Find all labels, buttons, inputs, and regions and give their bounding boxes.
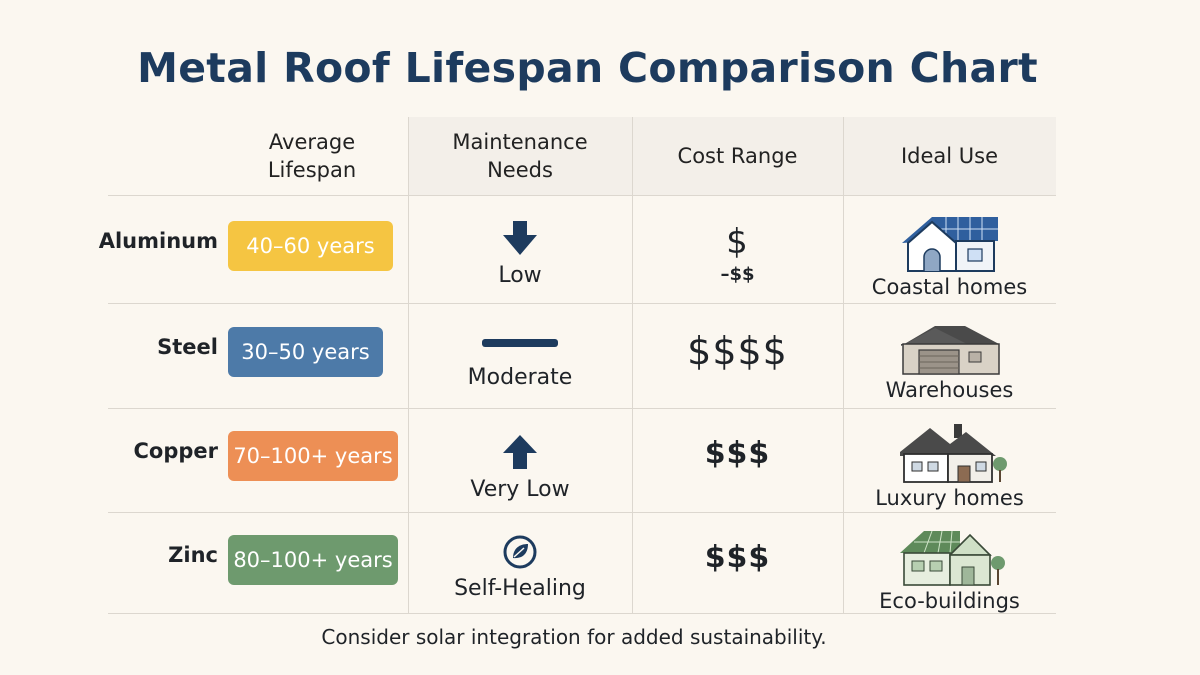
maintenance-label: Low <box>498 262 542 288</box>
lifespan-badge: 30–50 years <box>228 327 383 377</box>
cost-cell: $$$$ <box>632 311 843 391</box>
maintenance-cell: Self-Healing <box>408 527 632 607</box>
table-row-aluminum: Aluminum 40–60 years Low $ –$$ <box>99 199 1056 303</box>
arrow-down-icon <box>501 219 539 257</box>
maintenance-cell: Moderate <box>408 319 632 399</box>
header-maintenance-needs: Maintenance Needs <box>452 130 588 182</box>
ideal-use-cell: Coastal homes <box>843 211 1056 301</box>
lifespan-badge: 80–100+ years <box>228 535 398 585</box>
maintenance-label: Self-Healing <box>454 575 586 601</box>
ideal-use-label: Luxury homes <box>875 486 1024 510</box>
maintenance-cell: Low <box>408 213 632 293</box>
row-divider <box>108 613 1056 614</box>
leaf-circle-icon <box>502 534 538 570</box>
ideal-use-cell: Luxury homes <box>843 421 1056 511</box>
row-divider <box>108 303 1056 304</box>
maintenance-label: Very Low <box>470 476 570 502</box>
header-cost-range: Cost Range <box>677 144 798 168</box>
row-divider <box>108 408 1056 409</box>
ideal-use-label: Eco-buildings <box>879 589 1020 613</box>
dash-icon <box>480 329 560 359</box>
arrow-up-icon <box>501 433 539 471</box>
material-label: Zinc <box>168 543 218 567</box>
cost-label: $$$$ <box>687 329 788 373</box>
house-solar-icon <box>898 213 1002 273</box>
lifespan-badge: 70–100+ years <box>228 431 398 481</box>
table-row-copper: Copper 70–100+ years Very Low $$$ <box>108 409 1056 513</box>
comparison-table: Average Lifespan Maintenance Needs Cost Ra… <box>99 117 1056 617</box>
cost-cell: $ –$$ <box>632 213 843 293</box>
column-divider <box>843 117 844 614</box>
cost-sub-label: –$$ <box>720 263 755 285</box>
material-label: Aluminum <box>98 229 218 253</box>
maintenance-label: Moderate <box>467 364 573 390</box>
cost-cell: $$$ <box>632 517 843 597</box>
page-title: Metal Roof Lifespan Comparison Chart <box>137 44 1038 92</box>
footer-note: Consider solar integration for added sus… <box>321 625 827 649</box>
header-ideal-use: Ideal Use <box>900 144 999 168</box>
header-band <box>408 117 1056 195</box>
ideal-use-label: Warehouses <box>885 378 1014 402</box>
row-divider <box>108 195 1056 196</box>
material-label: Steel <box>157 335 218 359</box>
cost-label: $$$ <box>704 539 771 575</box>
row-divider <box>108 512 1056 513</box>
eco-building-icon <box>894 527 1006 587</box>
ideal-use-cell: Warehouses <box>843 317 1056 407</box>
lifespan-badge: 40–60 years <box>228 221 393 271</box>
cost-cell: $$$ <box>632 413 843 493</box>
material-label: Copper <box>133 439 218 463</box>
warehouse-icon <box>895 322 1005 376</box>
luxury-house-icon <box>892 422 1008 484</box>
column-divider <box>632 117 633 614</box>
header-average-lifespan: Average Lifespan <box>267 130 357 182</box>
maintenance-cell: Very Low <box>408 427 632 507</box>
table-row-zinc: Zinc 80–100+ years Self-Healing $$$ <box>108 513 1056 617</box>
ideal-use-label: Coastal homes <box>871 275 1028 299</box>
ideal-use-cell: Eco-buildings <box>843 525 1056 615</box>
cost-label: $ <box>726 221 749 262</box>
table-row-steel: Steel 30–50 years Moderate $$$$ <box>108 305 1056 409</box>
cost-label: $$$ <box>704 435 771 471</box>
column-divider <box>408 117 409 614</box>
